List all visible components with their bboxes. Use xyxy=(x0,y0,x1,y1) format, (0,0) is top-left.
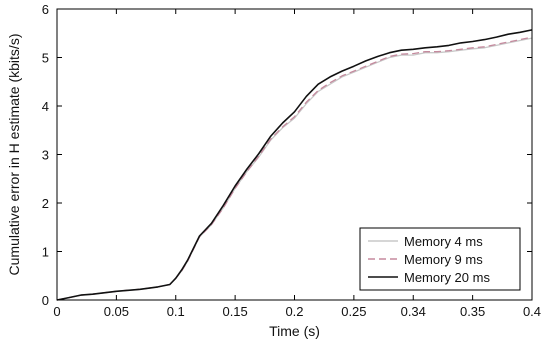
x-tick-label: 0 xyxy=(53,304,60,319)
y-tick-label: 0 xyxy=(42,293,49,308)
x-tick-label: 0.25 xyxy=(341,304,366,319)
y-tick-label: 2 xyxy=(42,196,49,211)
y-tick-label: 5 xyxy=(42,51,49,66)
y-tick-label: 6 xyxy=(42,2,49,17)
x-tick-label: 0.1 xyxy=(167,304,185,319)
y-tick-label: 4 xyxy=(42,99,49,114)
x-tick-label: 0.35 xyxy=(460,304,485,319)
y-tick-label: 3 xyxy=(42,148,49,163)
y-tick-label: 1 xyxy=(42,245,49,260)
x-axis-label: Time (s) xyxy=(269,323,320,339)
x-tick-label: 0.05 xyxy=(104,304,129,319)
y-axis-label: Cumulative error in H estimate (kbits/s) xyxy=(6,34,22,276)
x-tick-label: 0.15 xyxy=(222,304,247,319)
legend-label-memory-4-ms: Memory 4 ms xyxy=(404,234,483,249)
legend-label-memory-9-ms: Memory 9 ms xyxy=(404,252,483,267)
x-tick-label: 0.4 xyxy=(523,304,541,319)
x-tick-label: 0.2 xyxy=(285,304,303,319)
legend: Memory 4 ms Memory 9 ms Memory 20 ms xyxy=(360,228,520,290)
legend-label-memory-20-ms: Memory 20 ms xyxy=(404,270,490,285)
x-tick-label: 0.34 xyxy=(401,304,426,319)
